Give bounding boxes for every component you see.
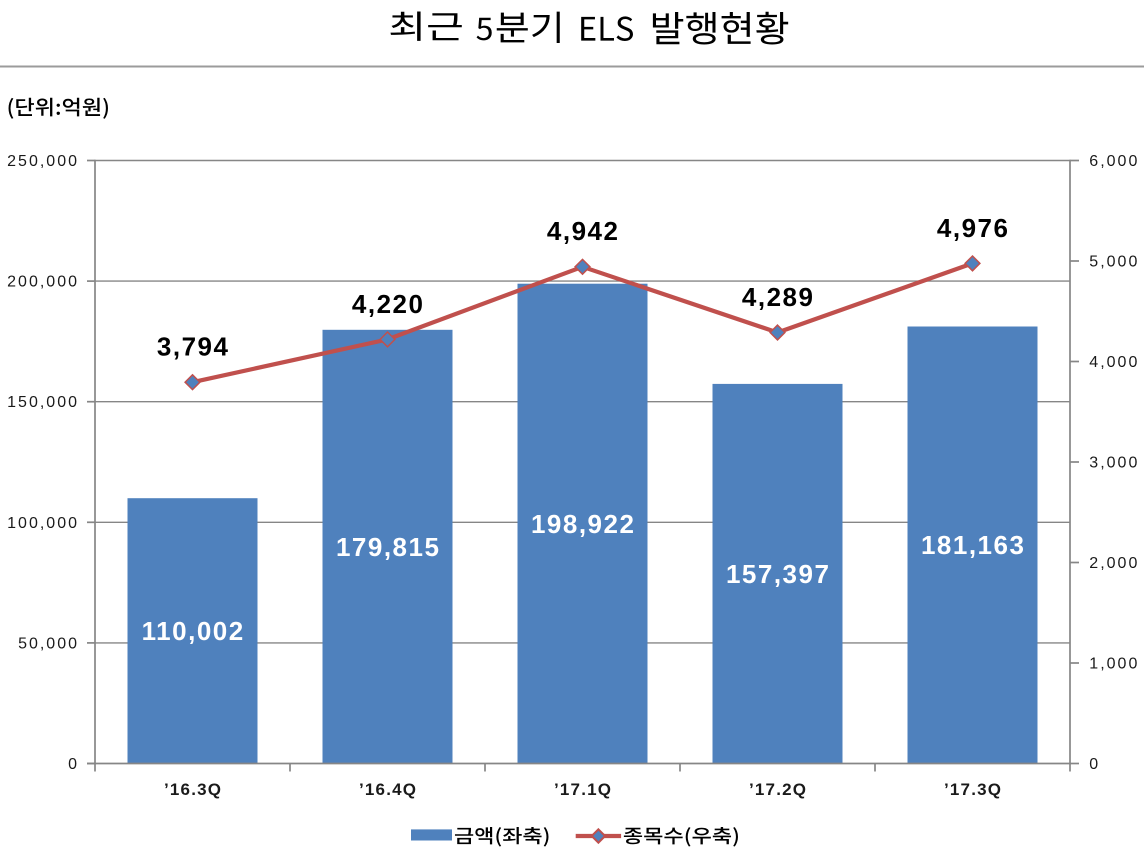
svg-text:181,163: 181,163 — [921, 530, 1025, 560]
svg-text:4,976: 4,976 — [937, 213, 1010, 243]
svg-text:’17.3Q: ’17.3Q — [944, 780, 1002, 799]
svg-text:50,000: 50,000 — [18, 635, 79, 652]
svg-text:0: 0 — [68, 756, 79, 773]
svg-text:’16.4Q: ’16.4Q — [359, 780, 417, 799]
svg-text:4,942: 4,942 — [547, 216, 620, 246]
svg-text:’17.1Q: ’17.1Q — [554, 780, 612, 799]
svg-text:6,000: 6,000 — [1089, 153, 1139, 170]
svg-text:198,922: 198,922 — [531, 509, 635, 539]
svg-text:200,000: 200,000 — [7, 274, 79, 291]
svg-text:’16.3Q: ’16.3Q — [164, 780, 222, 799]
svg-text:157,397: 157,397 — [726, 559, 830, 589]
svg-text:3,000: 3,000 — [1089, 455, 1139, 472]
svg-text:0: 0 — [1089, 756, 1100, 773]
svg-text:5,000: 5,000 — [1089, 254, 1139, 271]
svg-text:4,289: 4,289 — [742, 282, 815, 312]
svg-text:100,000: 100,000 — [7, 515, 79, 532]
svg-text:4,000: 4,000 — [1089, 354, 1139, 371]
svg-text:’17.2Q: ’17.2Q — [749, 780, 807, 799]
svg-text:150,000: 150,000 — [7, 394, 79, 411]
svg-text:4,220: 4,220 — [352, 289, 425, 319]
svg-text:2,000: 2,000 — [1089, 555, 1139, 572]
svg-text:250,000: 250,000 — [7, 153, 79, 170]
svg-text:110,002: 110,002 — [142, 616, 245, 646]
svg-text:3,794: 3,794 — [157, 332, 230, 362]
svg-text:1,000: 1,000 — [1089, 656, 1139, 673]
svg-text:179,815: 179,815 — [336, 532, 440, 562]
